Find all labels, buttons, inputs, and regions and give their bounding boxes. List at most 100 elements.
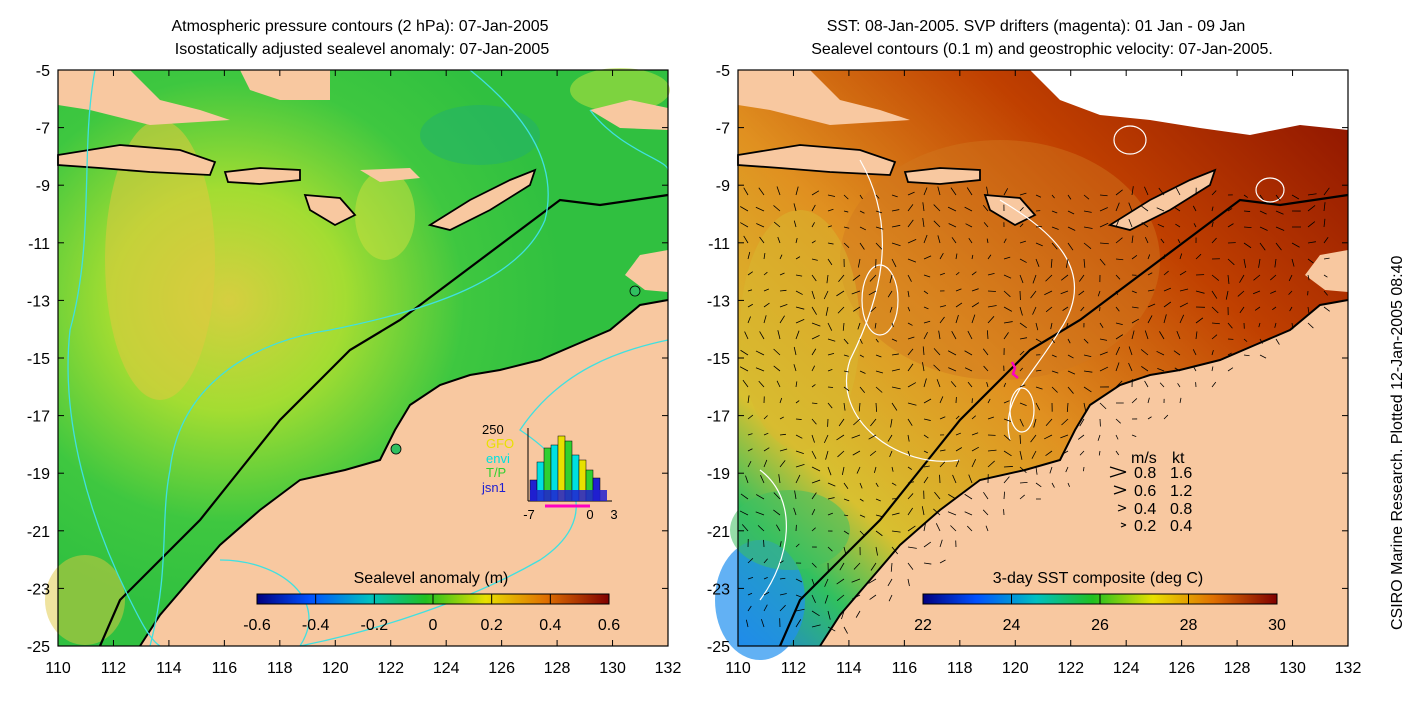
y-tick-label: -17 bbox=[27, 409, 50, 426]
velocity-key-ms: 0.6 bbox=[1134, 483, 1156, 500]
altimeter-histogram-inset: 250 GFO envi T/P jsn1 -7 0 3 bbox=[481, 422, 618, 522]
x-tick-label: 116 bbox=[212, 660, 238, 677]
right-title-line1: SST: 08-Jan-2005. SVP drifters (magenta)… bbox=[827, 18, 1246, 35]
colorbar-tick-label: -0.6 bbox=[243, 617, 271, 634]
x-tick-label: 132 bbox=[1335, 660, 1362, 677]
y-tick-label: -23 bbox=[707, 581, 730, 598]
colorbar-tick-label: 26 bbox=[1091, 617, 1109, 634]
x-tick-label: 128 bbox=[544, 660, 571, 677]
left-colorbar-label: Sealevel anomaly (m) bbox=[354, 570, 509, 587]
y-tick-label: -11 bbox=[28, 236, 50, 253]
y-tick-label: -5 bbox=[36, 63, 50, 80]
x-tick-label: 128 bbox=[1224, 660, 1251, 677]
x-tick-label: 112 bbox=[101, 660, 127, 677]
y-tick-label: -17 bbox=[707, 409, 730, 426]
colorbar-tick-label: 24 bbox=[1003, 617, 1021, 634]
colorbar-tick-label: 0.2 bbox=[481, 617, 503, 634]
colorbar-tick-label: -0.2 bbox=[361, 617, 389, 634]
velocity-key-kt: 0.4 bbox=[1170, 518, 1192, 535]
velocity-key-ms: 0.2 bbox=[1134, 518, 1156, 535]
right-cloud-gap bbox=[1030, 70, 1348, 135]
y-tick-label: -21 bbox=[27, 524, 50, 541]
y-tick-label: -25 bbox=[707, 639, 730, 656]
x-tick-label: 110 bbox=[45, 660, 71, 677]
y-tick-label: -13 bbox=[27, 293, 50, 310]
right-map-panel: SST: 08-Jan-2005. SVP drifters (magenta)… bbox=[715, 18, 1349, 660]
velocity-key: m/s kt 0.8 1.6 0.6 1.2 0.4 0.8 0.2 0.4 bbox=[1109, 450, 1192, 535]
velocity-key-header-ms: m/s bbox=[1131, 450, 1157, 467]
left-title-line2: Isostatically adjusted sealevel anomaly:… bbox=[175, 41, 550, 58]
x-tick-label: 118 bbox=[947, 660, 973, 677]
y-tick-label: -15 bbox=[27, 351, 50, 368]
inset-ymax-label: 250 bbox=[482, 422, 504, 437]
velocity-key-ms: 0.4 bbox=[1134, 501, 1156, 518]
x-tick-label: 132 bbox=[655, 660, 682, 677]
x-tick-label: 116 bbox=[892, 660, 918, 677]
inset-xtick: -7 bbox=[523, 507, 535, 522]
y-tick-label: -19 bbox=[27, 466, 50, 483]
x-tick-label: 126 bbox=[488, 660, 515, 677]
velocity-key-kt: 0.8 bbox=[1170, 501, 1192, 518]
y-tick-label: -5 bbox=[716, 63, 730, 80]
x-tick-label: 130 bbox=[599, 660, 626, 677]
y-tick-label: -11 bbox=[708, 236, 730, 253]
inset-xtick: 0 bbox=[586, 507, 593, 522]
colorbar-tick-label: 22 bbox=[914, 617, 932, 634]
right-title-line2: Sealevel contours (0.1 m) and geostrophi… bbox=[811, 41, 1273, 58]
y-tick-label: -23 bbox=[27, 581, 50, 598]
x-tick-label: 118 bbox=[267, 660, 293, 677]
left-sumba-island bbox=[305, 195, 355, 225]
right-sealevel-contour bbox=[845, 159, 961, 462]
x-tick-label: 126 bbox=[1168, 660, 1195, 677]
left-timor-island bbox=[430, 170, 535, 230]
colorbar-tick-label: 0.6 bbox=[598, 617, 620, 634]
right-australia-land bbox=[820, 300, 1348, 646]
y-tick-label: -7 bbox=[36, 121, 50, 138]
colorbar-tick-label: -0.4 bbox=[302, 617, 330, 634]
inset-legend-gfo: GFO bbox=[486, 436, 514, 451]
velocity-key-ms: 0.8 bbox=[1134, 465, 1156, 482]
x-tick-label: 110 bbox=[725, 660, 751, 677]
y-tick-label: -9 bbox=[716, 178, 730, 195]
x-tick-label: 124 bbox=[433, 660, 460, 677]
y-tick-label: -9 bbox=[36, 178, 50, 195]
x-tick-label: 112 bbox=[781, 660, 807, 677]
velocity-key-header-kt: kt bbox=[1172, 450, 1185, 467]
colorbar-tick-label: 28 bbox=[1180, 617, 1198, 634]
y-tick-label: -25 bbox=[27, 639, 50, 656]
drifter-track bbox=[1010, 361, 1019, 379]
inset-xtick: 3 bbox=[610, 507, 617, 522]
inset-legend-jsn1: jsn1 bbox=[481, 480, 506, 495]
x-tick-label: 120 bbox=[322, 660, 349, 677]
right-timor-island bbox=[1110, 170, 1215, 230]
right-shelf-contour bbox=[778, 193, 1349, 647]
x-tick-label: 122 bbox=[1057, 660, 1084, 677]
y-tick-label: -13 bbox=[707, 293, 730, 310]
inset-legend-tp: T/P bbox=[486, 465, 506, 480]
left-title-line1: Atmospheric pressure contours (2 hPa): 0… bbox=[171, 18, 548, 35]
y-tick-label: -19 bbox=[707, 466, 730, 483]
left-pressure-contour bbox=[67, 69, 161, 647]
axes-ticks: -5 -7 -9 -11 -13 -15 -17 -19 -21 -23 -25 110 112 114 1… bbox=[27, 63, 1362, 677]
x-tick-label: 114 bbox=[836, 660, 862, 677]
velocity-key-kt: 1.2 bbox=[1170, 483, 1192, 500]
x-tick-label: 130 bbox=[1279, 660, 1306, 677]
y-tick-label: -15 bbox=[707, 351, 730, 368]
y-tick-label: -7 bbox=[716, 121, 730, 138]
inset-legend-envi: envi bbox=[486, 451, 510, 466]
geostrophic-velocity-field bbox=[739, 186, 1330, 634]
colorbar-tick-label: 0.4 bbox=[539, 617, 561, 634]
credit-text: CSIRO Marine Research. Plotted 12-Jan-20… bbox=[1389, 255, 1406, 630]
left-australia-land bbox=[140, 300, 668, 646]
x-tick-label: 122 bbox=[377, 660, 404, 677]
x-tick-label: 114 bbox=[156, 660, 182, 677]
colorbar-tick-label: 30 bbox=[1268, 617, 1286, 634]
left-map-panel: Atmospheric pressure contours (2 hPa): 0… bbox=[45, 18, 670, 647]
x-tick-label: 124 bbox=[1113, 660, 1140, 677]
velocity-key-kt: 1.6 bbox=[1170, 465, 1192, 482]
colorbar-tick-label: 0 bbox=[429, 617, 438, 634]
right-colorbar-label: 3-day SST composite (deg C) bbox=[993, 570, 1203, 587]
y-tick-label: -21 bbox=[707, 524, 730, 541]
tide-gauge-marker bbox=[390, 443, 402, 455]
